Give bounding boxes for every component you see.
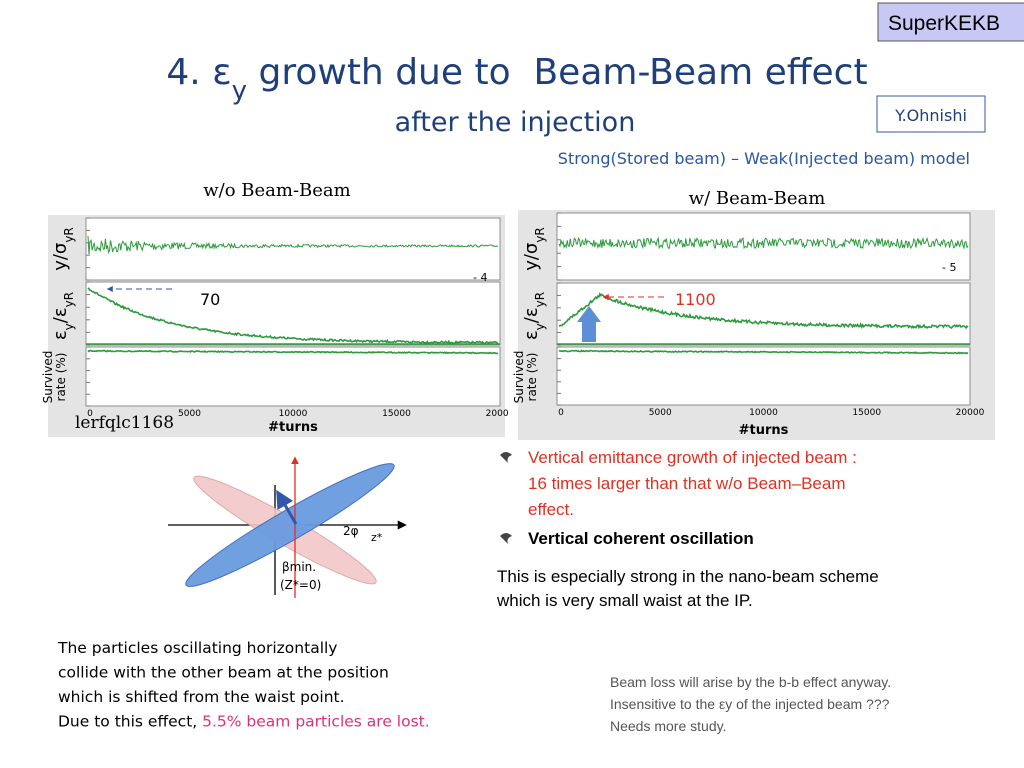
text-part: yR bbox=[62, 292, 76, 307]
bullet-icon bbox=[500, 533, 512, 544]
author-box bbox=[876, 95, 986, 133]
bullet-text: Vertical emittance growth of injected be… bbox=[528, 448, 857, 467]
text-part: 5.5% beam particles are lost. bbox=[202, 713, 430, 731]
panel bbox=[85, 346, 501, 407]
note-right: Insensitive to the εy of the injected be… bbox=[610, 696, 890, 712]
y-label: rate (%) bbox=[54, 353, 68, 402]
x-tick-label: 5000 bbox=[649, 408, 672, 418]
annotation: 70 bbox=[200, 290, 220, 309]
text-part: y bbox=[232, 76, 247, 106]
x-tick-label: 5000 bbox=[178, 409, 201, 419]
model: Strong(Stored beam) – Weak(Injected beam… bbox=[558, 149, 970, 168]
plots: 0 5000 10000 15000 20000 w/o Beam-Beam #turns y… bbox=[41, 180, 995, 440]
up-arrow bbox=[577, 306, 601, 342]
bullet-icon bbox=[500, 452, 512, 463]
origin: (Z*=0) bbox=[280, 578, 321, 592]
text-part: yR bbox=[533, 292, 547, 307]
paragraph: This is especially strong in the nano-be… bbox=[497, 567, 879, 586]
axis: z* bbox=[371, 531, 383, 544]
bullet-text: effect. bbox=[528, 500, 574, 519]
slide-title: 4. εy growth due to Beam-Beam effect bbox=[166, 52, 867, 106]
y-label: Survived bbox=[41, 351, 55, 404]
kick-arrow bbox=[276, 489, 298, 525]
bullet-text: Vertical coherent oscillation bbox=[528, 529, 754, 548]
text-part: y/σ bbox=[50, 243, 71, 271]
beam-blue bbox=[185, 463, 395, 587]
trace bbox=[558, 291, 969, 330]
x-tick-label: 0 bbox=[558, 408, 564, 418]
plot: 0 5000 10000 15000 20000 bbox=[48, 215, 515, 437]
note-left: which is shifted from the waist point. bbox=[58, 688, 345, 706]
x-tick-label: 15000 bbox=[382, 409, 411, 419]
text-part: growth due to Beam-Beam effect bbox=[247, 52, 868, 93]
y-label: rate (%) bbox=[525, 353, 539, 402]
angle: 2φ bbox=[343, 524, 359, 538]
note-left: collide with the other beam at the posit… bbox=[58, 664, 389, 682]
side-note: - 5 bbox=[942, 261, 956, 274]
footer: lerfqlc1168 bbox=[75, 413, 174, 433]
plot-title: w/o Beam-Beam bbox=[203, 180, 350, 201]
text-part: /ε bbox=[521, 307, 542, 323]
text-part: y bbox=[62, 323, 76, 330]
trace bbox=[558, 236, 969, 250]
x-label: #turns bbox=[739, 423, 789, 438]
text-part: ε bbox=[50, 330, 71, 340]
panel bbox=[556, 346, 971, 406]
trace bbox=[558, 349, 969, 355]
y-label: Survived bbox=[512, 351, 526, 404]
text-part: yR bbox=[62, 227, 76, 242]
text-part: Due to this effect, bbox=[58, 713, 202, 731]
plot-title: w/ Beam-Beam bbox=[689, 188, 826, 209]
panel bbox=[85, 217, 501, 281]
text-part: yR bbox=[533, 227, 547, 242]
subtitle: after the injection bbox=[395, 107, 636, 138]
note-right: Beam loss will arise by the b-b effect a… bbox=[610, 674, 891, 690]
x-tick-label: 10000 bbox=[279, 409, 308, 419]
annotation: 1100 bbox=[675, 290, 716, 309]
y-label: εy/εyR bbox=[521, 292, 547, 340]
bullets: Vertical emittance growth of injected be… bbox=[496, 448, 879, 610]
trace bbox=[87, 287, 498, 345]
notes: The particles oscillating horizontally co… bbox=[57, 639, 891, 734]
beta: βmin. bbox=[282, 560, 316, 574]
text-part: 4. ε bbox=[166, 52, 231, 93]
x-tick-label: 15000 bbox=[852, 408, 881, 418]
x-label: #turns bbox=[268, 420, 318, 435]
note-right: Needs more study. bbox=[610, 718, 726, 734]
paragraph: which is very small waist at the IP. bbox=[496, 591, 753, 610]
bullet-text: 16 times larger than that w/o Beam–Beam bbox=[528, 474, 846, 493]
panel bbox=[556, 282, 971, 346]
plot: 0 5000 10000 15000 20000 bbox=[518, 210, 995, 440]
author: Y.Ohnishi bbox=[894, 106, 967, 125]
note-left: Due to this effect, 5.5% beam particles … bbox=[58, 713, 430, 731]
text-part: /ε bbox=[50, 307, 71, 323]
x-tick-label: 20000 bbox=[956, 408, 985, 418]
trace bbox=[87, 349, 499, 355]
x-tick-label: 0 bbox=[87, 409, 93, 419]
x-tick-label: 10000 bbox=[749, 408, 778, 418]
text-part: y bbox=[533, 323, 547, 330]
trace bbox=[87, 235, 499, 255]
side-note: - 4 bbox=[473, 271, 487, 284]
panel bbox=[85, 281, 501, 346]
diagram: 2φ z* βmin. (Z*=0) bbox=[168, 456, 407, 598]
note-left: The particles oscillating horizontally bbox=[57, 639, 337, 657]
y-label: y/σyR bbox=[521, 227, 547, 271]
y-label: εy/εyR bbox=[50, 292, 76, 340]
badge-box bbox=[877, 2, 1024, 42]
y-label: y/σyR bbox=[50, 227, 76, 271]
text-part: y/σ bbox=[521, 243, 542, 271]
text-part: ε bbox=[521, 330, 542, 340]
x-tick-label: 20000 bbox=[486, 409, 515, 419]
badge: SuperKEKB bbox=[888, 12, 1000, 35]
